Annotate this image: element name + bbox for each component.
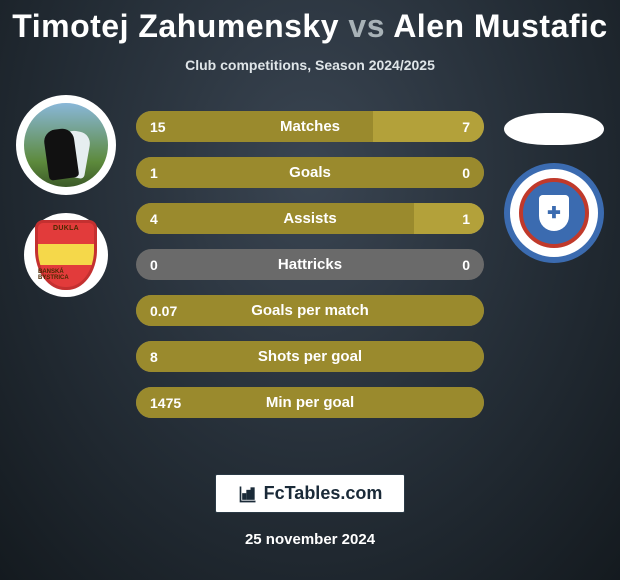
stat-bar: 0.07Goals per match <box>136 295 484 326</box>
stat-label: Matches <box>136 118 484 135</box>
player2-club-crest: ✚ <box>504 163 604 263</box>
page-title: Timotej Zahumensky vs Alen Mustafic <box>0 0 620 45</box>
stat-bar: 4Assists1 <box>136 203 484 234</box>
vs-text: vs <box>348 8 385 44</box>
right-side: ✚ <box>494 113 614 263</box>
crest-left-top: DUKLA <box>53 225 79 232</box>
subtitle: Club competitions, Season 2024/2025 <box>0 57 620 73</box>
stat-bar: 1Goals0 <box>136 157 484 188</box>
stat-label: Min per goal <box>136 394 484 411</box>
player1-name: Timotej Zahumensky <box>12 8 339 44</box>
left-side: DUKLA BANSKÁ BYSTRICA <box>6 95 126 297</box>
stat-bar: 0Hattricks0 <box>136 249 484 280</box>
stat-bar: 8Shots per goal <box>136 341 484 372</box>
stat-value-right: 7 <box>448 119 484 135</box>
dukla-shield-icon: DUKLA BANSKÁ BYSTRICA <box>35 220 97 290</box>
player2-name: Alen Mustafic <box>393 8 608 44</box>
stat-bar: 1475Min per goal <box>136 387 484 418</box>
stat-label: Goals per match <box>136 302 484 319</box>
slovan-inner-icon: ✚ <box>519 178 589 248</box>
crest-left-bottom: BANSKÁ BYSTRICA <box>38 269 94 281</box>
stat-label: Shots per goal <box>136 348 484 365</box>
brand-badge: FcTables.com <box>215 474 406 513</box>
brand-text: FcTables.com <box>264 483 383 504</box>
player1-club-crest: DUKLA BANSKÁ BYSTRICA <box>24 213 108 297</box>
stat-bars: 15Matches71Goals04Assists10Hattricks00.0… <box>136 111 484 418</box>
chart-icon <box>238 484 258 504</box>
stat-value-right: 1 <box>448 211 484 227</box>
stat-value-right: 0 <box>448 257 484 273</box>
stat-label: Hattricks <box>136 256 484 273</box>
stat-label: Goals <box>136 164 484 181</box>
comparison-panel: DUKLA BANSKÁ BYSTRICA ✚ 15Matches71Goals… <box>0 95 620 425</box>
player2-avatar <box>504 113 604 145</box>
stat-bar: 15Matches7 <box>136 111 484 142</box>
footer: FcTables.com 25 november 2024 <box>0 474 620 580</box>
stat-value-right: 0 <box>448 165 484 181</box>
date-text: 25 november 2024 <box>0 531 620 548</box>
slovan-emblem-icon: ✚ <box>539 195 569 231</box>
player1-avatar <box>16 95 116 195</box>
stat-label: Assists <box>136 210 484 227</box>
